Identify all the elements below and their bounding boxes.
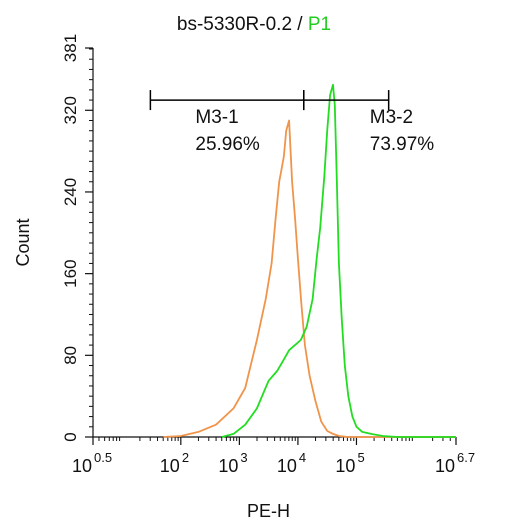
x-tick-label: 10 (72, 456, 92, 476)
x-tick-exponent: 6.7 (457, 450, 475, 465)
x-tick-exponent: 3 (240, 450, 247, 465)
title-main: bs-5330R-0.2 (176, 14, 293, 35)
series-control-line (163, 119, 456, 438)
x-tick-label: 10 (160, 456, 180, 476)
marker-percent: 25.96% (195, 134, 260, 155)
y-tick-label: 240 (61, 178, 80, 206)
x-axis-label: PE-H (247, 501, 290, 521)
marker-label: M3-1 (195, 107, 238, 128)
x-tick-exponent: 0.5 (94, 450, 112, 465)
y-tick-label: 381 (61, 34, 80, 62)
x-tick-label: 10 (335, 456, 355, 476)
series-sample-line (221, 83, 456, 438)
x-tick-label: 10 (435, 456, 455, 476)
title-accent: P1 (307, 14, 332, 35)
chart-title: bs-5330R-0.2 / P1 (0, 14, 508, 36)
y-tick-label: 80 (61, 346, 80, 365)
y-tick-label: 320 (61, 96, 80, 124)
marker-percent: 73.97% (370, 134, 435, 155)
x-tick-exponent: 2 (182, 450, 189, 465)
marker-label: M3-2 (370, 107, 413, 128)
title-separator: / (292, 14, 308, 35)
x-tick-exponent: 4 (299, 450, 306, 465)
x-tick-label: 10 (218, 456, 238, 476)
x-tick-exponent: 5 (357, 450, 364, 465)
x-tick-label: 10 (277, 456, 297, 476)
y-axis-label: Count (13, 218, 33, 266)
y-tick-label: 160 (61, 259, 80, 287)
y-tick-label: 0 (61, 432, 80, 441)
